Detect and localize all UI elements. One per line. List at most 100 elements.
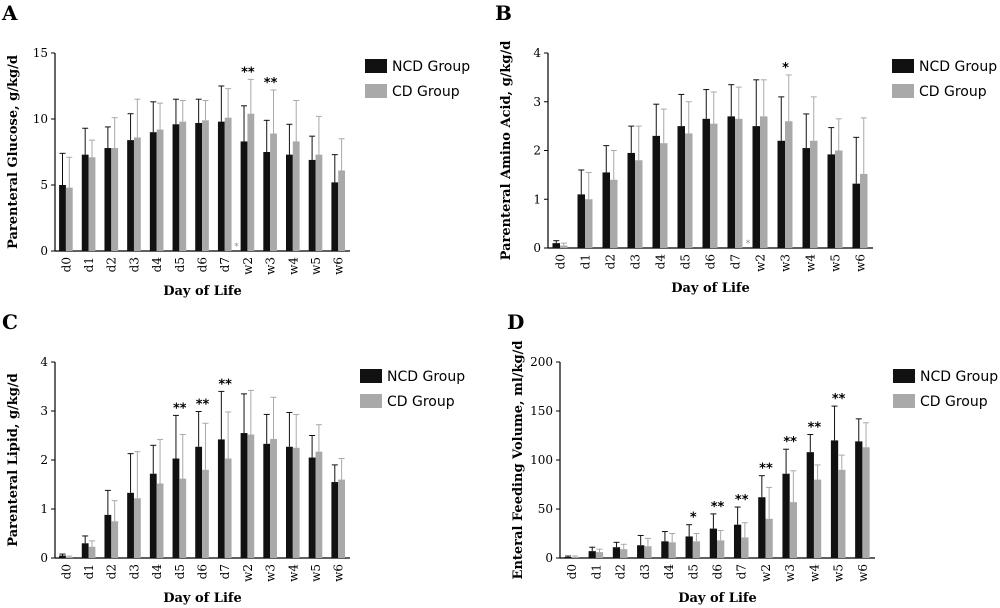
bar-ncd-d5 (172, 458, 180, 558)
y-axis-title: Parenteral Lipid, g/kg/d (6, 373, 21, 546)
bar-cd-d5 (692, 541, 701, 558)
x-tick-label: d2 (105, 257, 119, 272)
y-tick-label: 0 (40, 244, 48, 258)
bar-cd-w4 (292, 447, 300, 558)
legend-label: NCD Group (387, 369, 465, 385)
x-tick-label: d3 (127, 564, 141, 579)
bar-ncd-w4 (806, 452, 814, 558)
bar-ncd-w4 (286, 446, 293, 558)
x-tick-label: w2 (241, 257, 255, 275)
bar-ncd-w2 (240, 433, 248, 558)
chart-panel-c: C 0 1 2 3 4 Parenteral Lipid, g/kg/d Day of Lif… (2, 310, 465, 606)
legend-swatch-ncd (365, 59, 387, 73)
bar-cd-w5 (835, 150, 843, 248)
x-tick-label: w3 (264, 257, 278, 275)
y-tick-label: 2 (533, 144, 541, 158)
bar-cd-d0 (65, 557, 73, 558)
bar-cd-w2 (247, 113, 255, 251)
x-tick-label: w2 (754, 254, 768, 272)
x-tick-label: d6 (196, 564, 210, 579)
x-tick-label: d1 (589, 564, 603, 579)
x-tick-label: w4 (286, 564, 300, 582)
bar-cd-d5 (685, 133, 693, 248)
x-tick-label: w6 (332, 257, 346, 275)
bar-cd-w4 (813, 479, 822, 558)
significance-marker: * (234, 242, 239, 252)
legend-swatch-cd (892, 84, 914, 98)
bar-cd-w4 (810, 140, 818, 248)
x-tick-label: w4 (286, 257, 300, 275)
bar-cd-d0 (65, 187, 73, 251)
bar-ncd-w5 (827, 154, 835, 248)
x-tick-label: w6 (856, 564, 870, 582)
bar-cd-w2 (760, 116, 768, 248)
y-tick-label: 1 (533, 192, 541, 206)
x-tick-label: d5 (679, 254, 693, 269)
bar-ncd-w2 (240, 141, 248, 251)
bar-cd-d5 (179, 121, 187, 251)
bar-ncd-w6 (331, 482, 339, 558)
chart-panel-a: A 0 5 10 15 Parenteral Glucose, g/kg/d Day of … (1, 1, 470, 299)
bar-cd-w6 (862, 447, 870, 558)
y-tick-label: 0 (533, 241, 541, 255)
significance-marker: ** (832, 392, 846, 407)
x-tick-label: w3 (783, 564, 797, 582)
x-tick-label: d6 (704, 254, 718, 269)
x-tick-label: d5 (686, 564, 700, 579)
bar-cd-d6 (202, 120, 209, 251)
x-tick-label: d3 (629, 254, 643, 269)
bar-cd-w6 (338, 170, 346, 251)
legend-swatch-ncd (360, 369, 382, 383)
bar-cd-d3 (644, 546, 652, 558)
bar-ncd-w6 (331, 182, 339, 251)
bar-ncd-w4 (802, 148, 810, 248)
y-tick-label: 0 (545, 551, 553, 565)
x-tick-label: d0 (554, 254, 568, 269)
bar-ncd-d3 (627, 152, 635, 248)
bar-ncd-d6 (702, 118, 710, 248)
bar-ncd-d1 (588, 551, 596, 558)
bar-cd-d5 (179, 478, 187, 558)
bar-ncd-w6 (855, 441, 863, 558)
x-tick-label: d4 (662, 564, 676, 580)
chart-panel-b: B 0 1 2 3 4 Parenteral Amino Acid, g/kg/d Day o… (495, 1, 997, 296)
legend-label: NCD Group (919, 59, 997, 75)
x-tick-label: d5 (173, 257, 187, 272)
bar-cd-d3 (133, 137, 141, 251)
x-tick-label: d1 (579, 254, 593, 269)
bar-ncd-w2 (752, 126, 760, 248)
y-tick-label: 200 (530, 355, 553, 369)
significance-marker: * (782, 61, 789, 76)
legend-swatch-cd (893, 394, 915, 408)
bar-cd-d7 (224, 458, 232, 558)
bar-ncd-d2 (104, 514, 112, 558)
bar-cd-d1 (88, 157, 96, 251)
x-tick-label: d0 (59, 257, 73, 272)
y-tick-label: 4 (533, 46, 541, 60)
x-axis-title: Day of Life (678, 591, 757, 606)
bar-cd-d7 (224, 117, 232, 252)
bar-ncd-d2 (612, 547, 621, 558)
legend-swatch-ncd (893, 369, 915, 383)
x-tick-label: d4 (150, 257, 164, 273)
bar-cd-w4 (292, 141, 300, 251)
bar-cd-w5 (838, 469, 846, 558)
bar-cd-d3 (635, 160, 643, 248)
x-tick-label: w2 (241, 564, 255, 582)
bar-ncd-d5 (685, 536, 693, 558)
x-tick-label: d0 (565, 564, 579, 579)
x-axis-title: Day of Life (163, 284, 242, 299)
bar-ncd-d7 (217, 121, 225, 251)
bar-cd-d2 (111, 148, 119, 251)
x-tick-label: d7 (729, 254, 743, 269)
y-tick-label: 4 (40, 355, 48, 369)
x-axis-title: Day of Life (671, 281, 750, 296)
x-tick-label: d5 (173, 564, 187, 579)
x-tick-label: w3 (264, 564, 278, 582)
bar-ncd-d2 (104, 148, 112, 251)
bar-cd-d0 (571, 557, 579, 558)
bar-ncd-d3 (127, 140, 134, 251)
x-tick-label: w3 (779, 254, 793, 272)
legend-label: CD Group (392, 84, 460, 100)
legend-swatch-cd (365, 84, 387, 98)
